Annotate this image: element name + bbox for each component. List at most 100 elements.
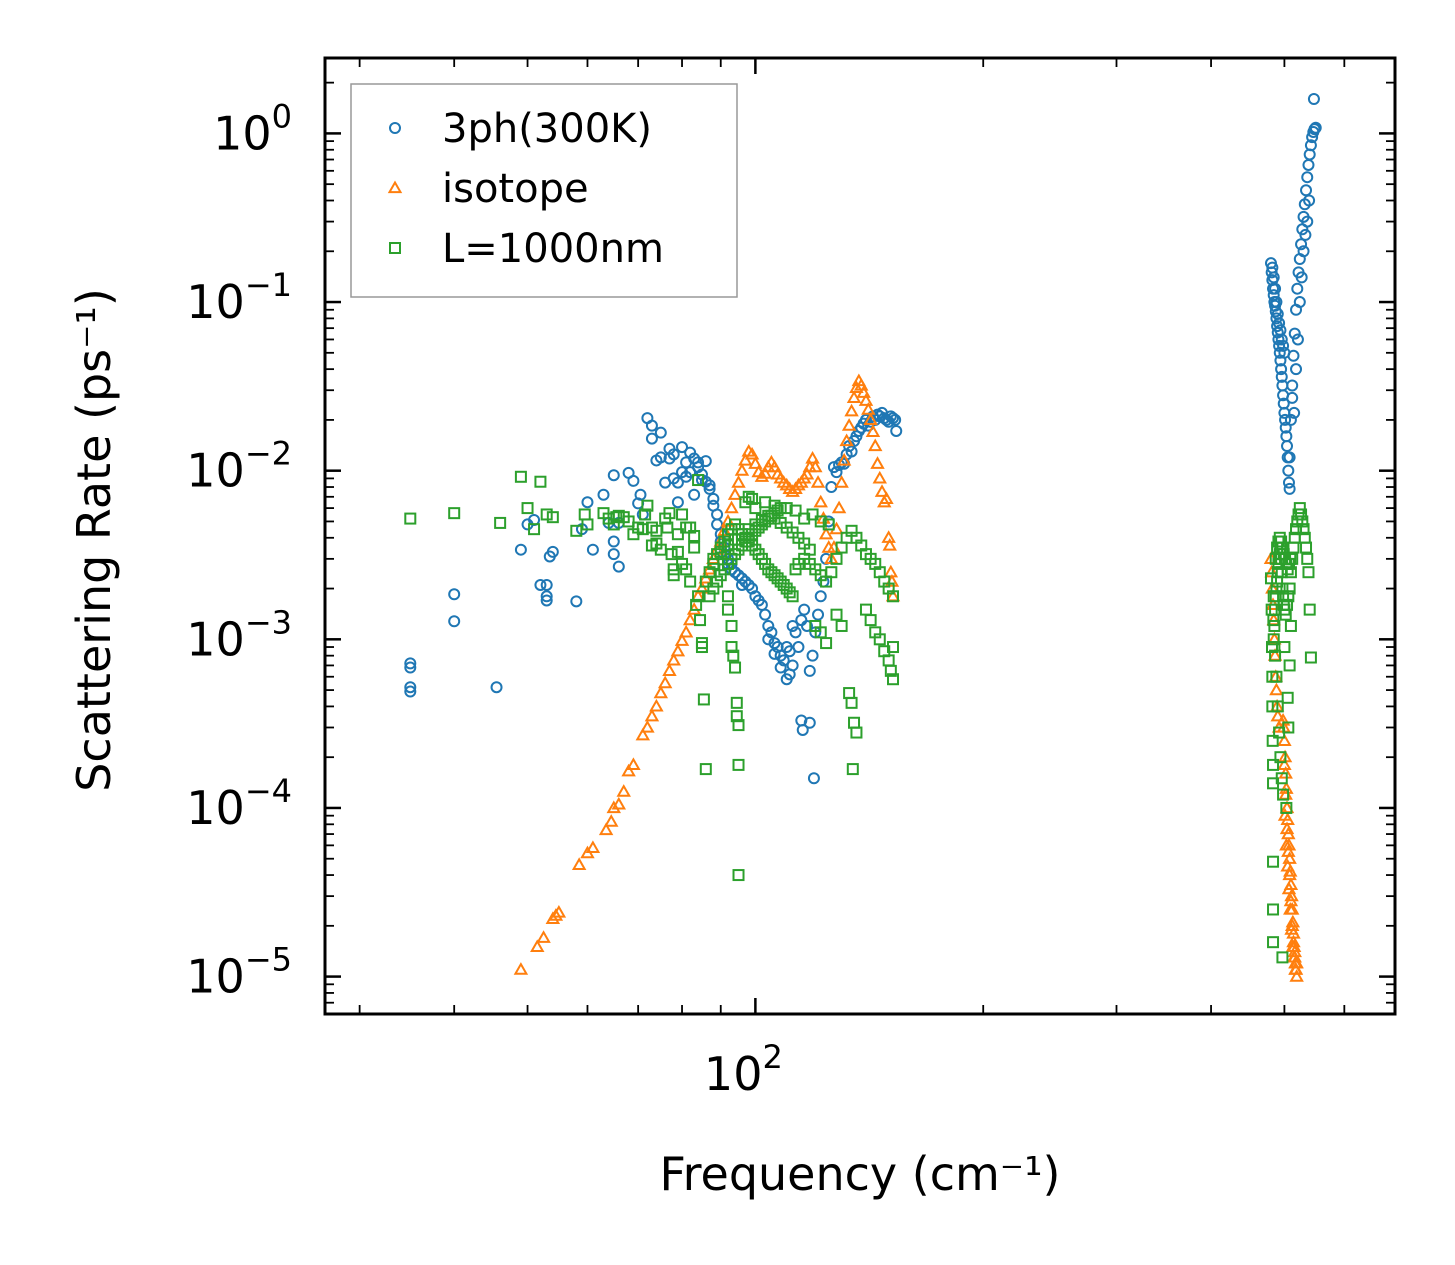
data-point bbox=[654, 426, 667, 439]
data-point bbox=[540, 594, 553, 607]
legend: 3ph(300K) isotope L=1000nm bbox=[350, 83, 738, 298]
data-point bbox=[864, 614, 877, 627]
y-axis-title: Scattering Rate (ps⁻¹) bbox=[67, 288, 121, 792]
y-tick-label: 10−3 bbox=[186, 603, 292, 666]
data-point bbox=[884, 664, 897, 677]
data-point bbox=[807, 772, 820, 785]
data-point bbox=[682, 612, 698, 626]
data-point bbox=[822, 518, 835, 531]
data-point bbox=[1301, 215, 1314, 228]
y-tick-label: 10−2 bbox=[186, 435, 292, 498]
data-point bbox=[841, 418, 857, 431]
data-point bbox=[578, 508, 591, 521]
data-point bbox=[1303, 194, 1316, 207]
data-point bbox=[786, 590, 799, 603]
data-point bbox=[1286, 934, 1301, 948]
data-point bbox=[830, 466, 843, 479]
data-point bbox=[711, 508, 724, 521]
data-point bbox=[404, 685, 417, 698]
data-point bbox=[607, 548, 620, 561]
data-point bbox=[731, 475, 746, 488]
data-point bbox=[1276, 951, 1289, 964]
legend-label: L=1000nm bbox=[442, 226, 664, 272]
legend-label: isotope bbox=[442, 166, 589, 212]
data-point bbox=[1269, 682, 1284, 696]
data-point bbox=[732, 758, 745, 771]
data-point bbox=[1299, 228, 1312, 241]
data-point bbox=[707, 552, 720, 565]
data-point bbox=[1270, 582, 1283, 595]
data-point bbox=[667, 569, 680, 582]
y-tick-label: 10−1 bbox=[186, 266, 292, 329]
data-point bbox=[695, 637, 708, 650]
data-point bbox=[1275, 772, 1288, 785]
data-point bbox=[530, 939, 545, 953]
data-point bbox=[621, 763, 636, 777]
data-point bbox=[1266, 734, 1279, 747]
data-point bbox=[725, 641, 738, 654]
data-point bbox=[1275, 333, 1288, 346]
data-point bbox=[657, 675, 673, 689]
data-point bbox=[792, 641, 805, 654]
data-point bbox=[661, 521, 674, 534]
data-point bbox=[1281, 440, 1294, 453]
data-point bbox=[800, 619, 813, 632]
legend-frame bbox=[350, 83, 738, 298]
data-point bbox=[845, 445, 858, 458]
data-point bbox=[1285, 939, 1301, 953]
data-point bbox=[1284, 888, 1299, 902]
data-point bbox=[671, 476, 684, 489]
data-point bbox=[1267, 271, 1280, 284]
data-point bbox=[768, 499, 781, 512]
data-points bbox=[404, 92, 1322, 982]
data-point bbox=[1289, 969, 1304, 982]
data-point bbox=[887, 641, 900, 654]
data-point bbox=[528, 523, 541, 536]
data-point bbox=[692, 590, 705, 603]
data-point bbox=[848, 716, 861, 729]
data-point bbox=[1279, 821, 1295, 835]
data-point bbox=[448, 615, 461, 628]
data-point bbox=[1281, 598, 1294, 611]
data-point bbox=[521, 502, 534, 515]
data-point bbox=[774, 575, 787, 588]
data-point bbox=[703, 566, 716, 579]
data-point bbox=[598, 822, 614, 836]
data-point bbox=[1309, 121, 1322, 134]
data-point bbox=[514, 543, 527, 556]
data-point bbox=[835, 619, 848, 632]
data-point bbox=[849, 380, 864, 393]
data-point bbox=[688, 541, 701, 554]
data-point bbox=[448, 507, 461, 520]
data-point bbox=[1267, 758, 1280, 771]
data-point bbox=[1287, 349, 1300, 362]
data-point bbox=[663, 507, 676, 520]
data-point bbox=[754, 469, 770, 482]
data-point bbox=[1286, 391, 1299, 404]
data-point bbox=[1275, 535, 1288, 548]
data-point bbox=[1266, 641, 1279, 654]
data-point bbox=[699, 763, 712, 776]
data-point bbox=[514, 470, 527, 483]
data-point bbox=[721, 603, 734, 616]
data-point bbox=[759, 608, 772, 621]
data-point bbox=[856, 385, 871, 398]
data-point bbox=[825, 566, 838, 579]
data-point bbox=[654, 451, 667, 464]
data-point bbox=[861, 402, 876, 415]
data-point bbox=[684, 575, 697, 588]
data-point bbox=[858, 393, 874, 406]
data-point bbox=[732, 869, 745, 882]
data-point bbox=[1284, 413, 1297, 426]
data-point bbox=[703, 590, 716, 603]
data-point bbox=[742, 490, 755, 503]
data-point bbox=[697, 693, 710, 706]
data-point bbox=[735, 578, 748, 591]
data-point bbox=[730, 696, 743, 709]
data-point bbox=[1287, 541, 1300, 554]
data-point bbox=[1284, 918, 1300, 931]
data-point bbox=[873, 633, 886, 646]
data-point bbox=[1293, 296, 1306, 309]
y-tick-label: 100 bbox=[213, 97, 292, 160]
data-point bbox=[762, 633, 775, 646]
